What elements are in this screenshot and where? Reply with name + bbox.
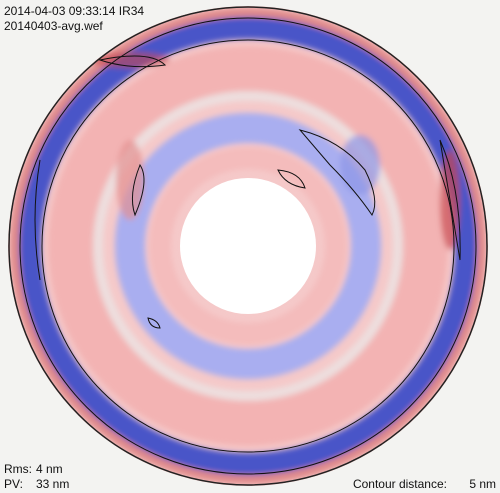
contours — [19, 17, 477, 475]
file-name: 20140403-avg.wef — [4, 19, 103, 33]
contour-value: 5 nm — [469, 477, 496, 491]
pv-value: 33 nm — [36, 477, 69, 491]
rms-label: Rms: — [4, 462, 32, 476]
pv-label: PV: — [4, 477, 23, 491]
contour-label: Contour distance: — [353, 477, 447, 491]
timestamp: 2014-04-03 09:33:14 IR34 — [4, 4, 144, 18]
rms-value: 4 nm — [36, 462, 63, 476]
wavefront-map — [8, 6, 488, 486]
